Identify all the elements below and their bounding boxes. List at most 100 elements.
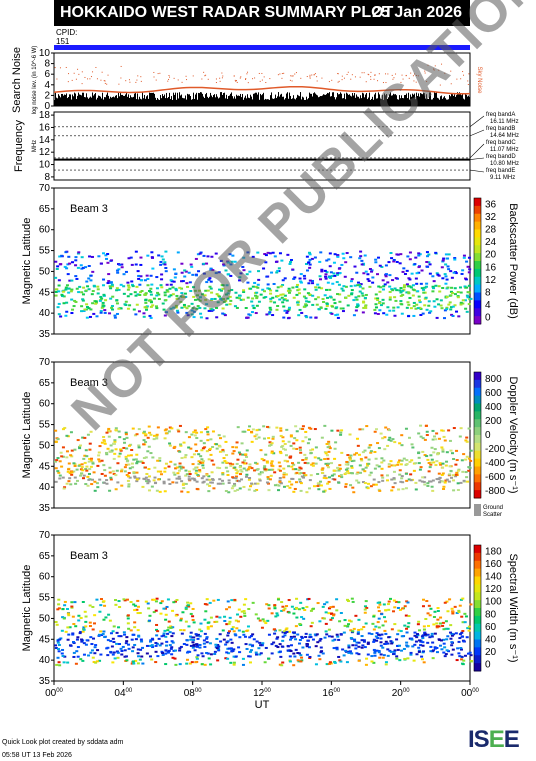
heatmap-cell bbox=[411, 288, 415, 291]
heatmap-cell bbox=[397, 601, 401, 604]
heatmap-cell bbox=[123, 599, 127, 602]
heatmap-cell bbox=[464, 278, 468, 281]
heatmap-cell bbox=[84, 266, 88, 269]
noise-dot bbox=[215, 82, 217, 84]
heatmap-cell bbox=[411, 294, 415, 297]
heatmap-cell bbox=[442, 257, 446, 260]
panel-ylabel: Magnetic Latitude bbox=[21, 565, 33, 652]
heatmap-cell bbox=[99, 604, 103, 607]
heatmap-cell bbox=[426, 633, 430, 636]
heatmap-cell bbox=[208, 285, 212, 288]
noise-dot bbox=[378, 73, 380, 75]
heatmap-cell bbox=[381, 279, 385, 282]
heatmap-cell bbox=[414, 462, 418, 465]
heatmap-cell bbox=[246, 251, 250, 254]
colorbar-segment bbox=[474, 474, 481, 483]
heatmap-cell bbox=[226, 261, 230, 264]
heatmap-cell bbox=[159, 263, 163, 266]
heatmap-cell bbox=[171, 641, 175, 644]
heatmap-cell bbox=[110, 306, 114, 309]
heatmap-cell bbox=[204, 298, 208, 301]
heatmap-cell bbox=[398, 473, 402, 476]
heatmap-cell bbox=[289, 635, 293, 638]
freq-band-connector bbox=[469, 157, 485, 160]
heatmap-cell bbox=[179, 467, 183, 470]
noise-dot bbox=[363, 72, 365, 74]
heatmap-cell bbox=[85, 280, 89, 283]
heatmap-cell bbox=[224, 466, 228, 469]
heatmap-cell bbox=[61, 608, 65, 611]
heatmap-cell bbox=[169, 283, 173, 286]
heatmap-cell bbox=[282, 609, 286, 612]
noise-bar bbox=[342, 98, 343, 106]
noise-bar bbox=[377, 98, 378, 106]
heatmap-cell bbox=[178, 465, 182, 468]
heatmap-cell bbox=[275, 271, 279, 274]
heatmap-cell bbox=[225, 284, 229, 287]
heatmap-cell bbox=[416, 290, 420, 293]
heatmap-cell bbox=[428, 263, 432, 266]
heatmap-cell bbox=[201, 655, 205, 658]
heatmap-cell bbox=[264, 261, 268, 264]
heatmap-cell bbox=[453, 605, 457, 608]
heatmap-cell bbox=[450, 632, 454, 635]
heatmap-cell bbox=[161, 651, 165, 654]
heatmap-cell bbox=[136, 612, 140, 615]
heatmap-cell bbox=[94, 300, 98, 303]
noise-bar bbox=[63, 95, 64, 106]
heatmap-cell bbox=[205, 478, 209, 481]
heatmap-cell bbox=[164, 618, 168, 621]
heatmap-cell bbox=[57, 607, 61, 610]
heatmap-cell bbox=[234, 477, 238, 480]
heatmap-cell bbox=[241, 265, 245, 268]
heatmap-cell bbox=[445, 451, 449, 454]
heatmap-cell bbox=[435, 625, 439, 628]
heatmap-cell bbox=[214, 252, 218, 255]
heatmap-cell bbox=[129, 629, 133, 632]
heatmap-cell bbox=[393, 482, 397, 485]
heatmap-cell bbox=[402, 647, 406, 650]
noise-bar bbox=[196, 92, 197, 106]
heatmap-cell bbox=[349, 637, 353, 640]
heatmap-cell bbox=[88, 255, 92, 258]
noise-bar bbox=[267, 99, 268, 106]
noise-bar bbox=[354, 93, 355, 106]
heatmap-cell bbox=[467, 284, 471, 287]
heatmap-cell bbox=[235, 462, 239, 465]
heatmap-cell bbox=[347, 644, 351, 647]
heatmap-cell bbox=[172, 306, 176, 309]
noise-bar bbox=[463, 98, 464, 106]
heatmap-cell bbox=[129, 256, 133, 259]
heatmap-cell bbox=[74, 482, 78, 485]
heatmap-cell bbox=[244, 598, 248, 601]
heatmap-cell bbox=[78, 445, 82, 448]
noise-bar bbox=[258, 92, 259, 106]
heatmap-cell bbox=[381, 624, 385, 627]
heatmap-cell bbox=[431, 429, 435, 432]
noise-dot bbox=[292, 75, 294, 77]
heatmap-cell bbox=[377, 302, 381, 305]
heatmap-cell bbox=[263, 465, 267, 468]
heatmap-cell bbox=[462, 479, 466, 482]
heatmap-cell bbox=[70, 449, 74, 452]
heatmap-cell bbox=[238, 651, 242, 654]
noise-bar bbox=[122, 94, 123, 106]
freq-band-value: 16.11 MHz bbox=[490, 119, 519, 125]
heatmap-cell bbox=[57, 471, 61, 474]
heatmap-cell bbox=[248, 425, 252, 428]
heatmap-cell bbox=[308, 479, 312, 482]
heatmap-cell bbox=[184, 482, 188, 485]
noise-bar bbox=[397, 99, 398, 106]
colorbar-segment bbox=[474, 647, 481, 656]
heatmap-cell bbox=[430, 446, 434, 449]
heatmap-cell bbox=[456, 291, 460, 294]
heatmap-cell bbox=[67, 462, 71, 465]
heatmap-cell bbox=[250, 482, 254, 485]
heatmap-cell bbox=[302, 295, 306, 298]
heatmap-cell bbox=[154, 600, 158, 603]
heatmap-cell bbox=[257, 436, 261, 439]
noise-bar bbox=[98, 95, 99, 106]
heatmap-cell bbox=[408, 460, 412, 463]
heatmap-cell bbox=[327, 607, 331, 610]
heatmap-cell bbox=[223, 460, 227, 463]
